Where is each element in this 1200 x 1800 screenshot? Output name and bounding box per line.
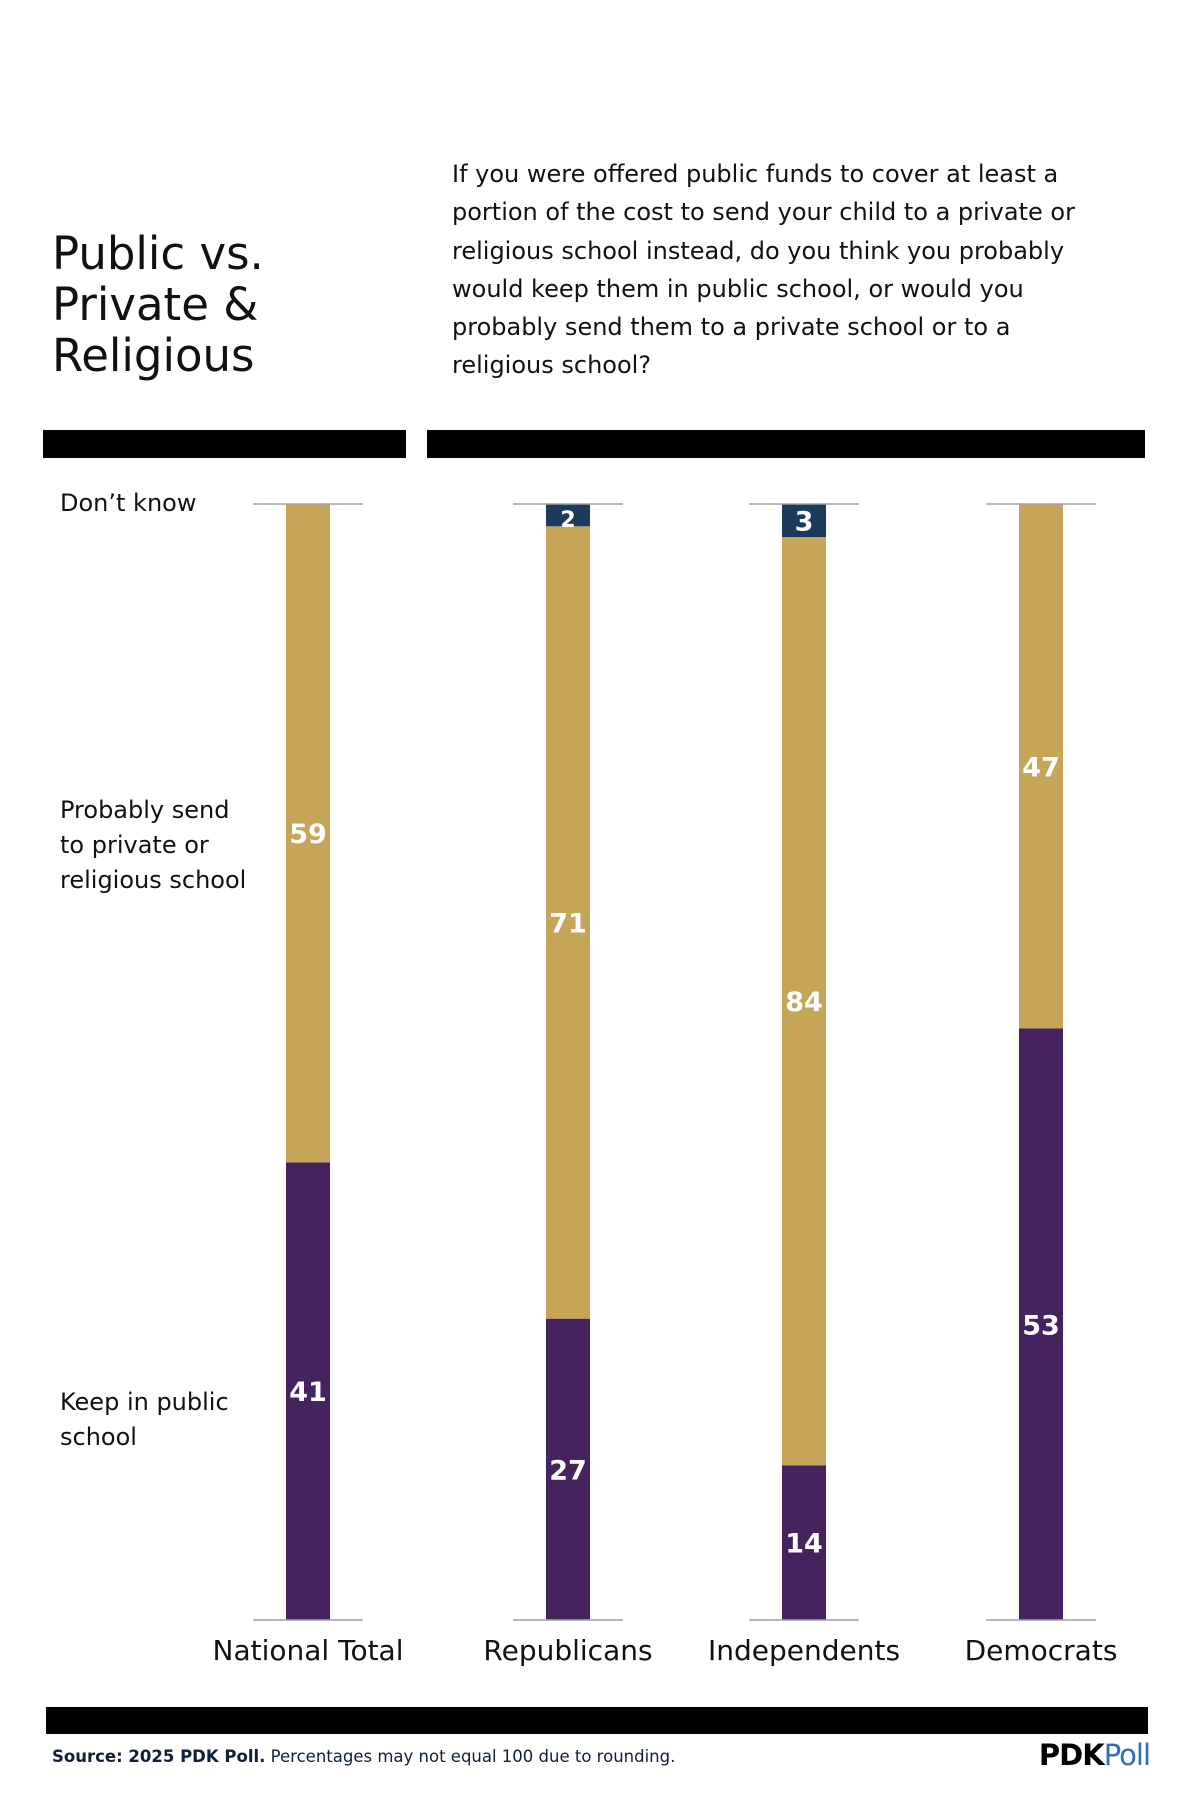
- footer-divider: [46, 1707, 1148, 1734]
- legend-line: religious school: [60, 866, 247, 894]
- category-label: Democrats: [965, 1634, 1118, 1667]
- survey-question: If you were offered public funds to cove…: [452, 160, 1075, 380]
- data-label: 47: [1022, 752, 1060, 783]
- pdk-poll-logo: PDKPoll: [1038, 1738, 1151, 1772]
- data-label: 14: [785, 1529, 823, 1560]
- title-line: Public vs.: [52, 227, 264, 280]
- legend-public: Keep in public school: [60, 1385, 229, 1455]
- legend-line: school: [60, 1423, 137, 1451]
- bar-segment: [1019, 1028, 1063, 1620]
- header-divider-right: [427, 430, 1145, 458]
- legend-dont-know: Don’t know: [60, 489, 197, 517]
- legend-line: to private or: [60, 831, 209, 859]
- header-divider-left: [43, 430, 406, 458]
- data-label: 41: [289, 1377, 327, 1408]
- data-label: 3: [795, 507, 814, 538]
- source-label: Source: 2025 PDK Poll.: [52, 1747, 266, 1766]
- data-label: 71: [549, 909, 587, 940]
- bar-segment: [546, 504, 590, 527]
- data-label: 59: [289, 819, 327, 850]
- bar-segment: [286, 504, 330, 1163]
- logo-pdk: PDK: [1038, 1738, 1105, 1772]
- bar-segment: [546, 1318, 590, 1620]
- source-note: Source: 2025 PDK Poll. Percentages may n…: [52, 1747, 675, 1766]
- title-line: Private &: [52, 278, 259, 331]
- page-title: Public vs. Private & Religious: [52, 228, 264, 381]
- bar-segment: [1019, 504, 1063, 1029]
- logo-poll: Poll: [1103, 1738, 1151, 1772]
- legend-line: Keep in public: [60, 1388, 229, 1416]
- category-label: Independents: [708, 1634, 900, 1667]
- data-label: 2: [560, 508, 575, 533]
- legend-line: Probably send: [60, 796, 230, 824]
- legend-private: Probably send to private or religious sc…: [60, 793, 246, 898]
- data-label: 27: [549, 1455, 587, 1486]
- data-label: 53: [1022, 1310, 1060, 1341]
- bar-segment: [782, 1465, 826, 1620]
- bar-segment: [546, 526, 590, 1319]
- bar-segment: [782, 504, 826, 538]
- title-line: Religious: [52, 329, 255, 382]
- stacked-bar-chart: 41 59 National Total 27 71 2 Republicans 14 84 3 I…: [213, 503, 1118, 1667]
- data-label: 84: [785, 987, 823, 1018]
- bar-segment: [286, 1162, 330, 1620]
- bar-segment: [782, 537, 826, 1466]
- category-label: National Total: [213, 1634, 404, 1667]
- source-text: Percentages may not equal 100 due to rou…: [265, 1747, 676, 1766]
- category-label: Republicans: [483, 1634, 652, 1667]
